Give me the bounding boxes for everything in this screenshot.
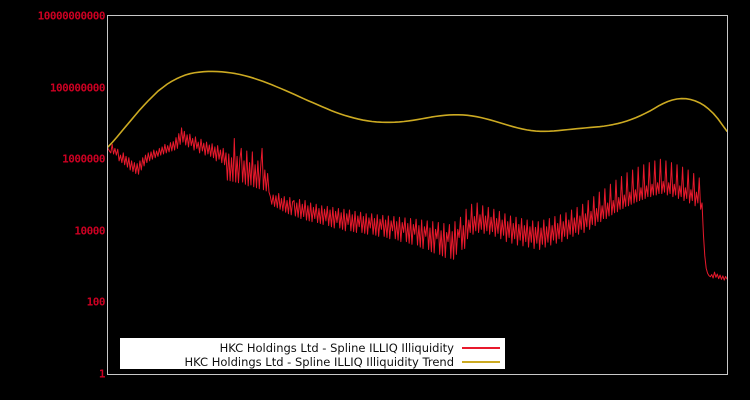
plot-frame (107, 15, 728, 375)
legend-swatch-illiquidity (462, 346, 500, 349)
legend-label: HKC Holdings Ltd - Spline ILLIQ Illiquid… (219, 340, 454, 355)
series-line-illiquidity (108, 128, 727, 280)
y-axis-tick-label: 10000 (74, 224, 105, 238)
y-axis-tick-label: 100000000 (49, 81, 106, 95)
legend-entry: HKC Holdings Ltd - Spline ILLIQ Illiquid… (120, 341, 500, 355)
chart-legend: HKC Holdings Ltd - Spline ILLIQ Illiquid… (120, 338, 505, 369)
legend-entry: HKC Holdings Ltd - Spline ILLIQ Illiquid… (120, 355, 500, 369)
y-axis-tick-label: 1 (98, 367, 106, 381)
y-axis-tick-label: 10000000000 (37, 9, 106, 23)
legend-label: HKC Holdings Ltd - Spline ILLIQ Illiquid… (184, 355, 454, 369)
plot-area (108, 16, 727, 374)
series-line-trend (108, 71, 727, 147)
legend-swatch-trend (462, 361, 500, 363)
y-axis-tick-label: 1000000 (62, 152, 105, 166)
y-axis-tick-label: 100 (86, 295, 106, 309)
